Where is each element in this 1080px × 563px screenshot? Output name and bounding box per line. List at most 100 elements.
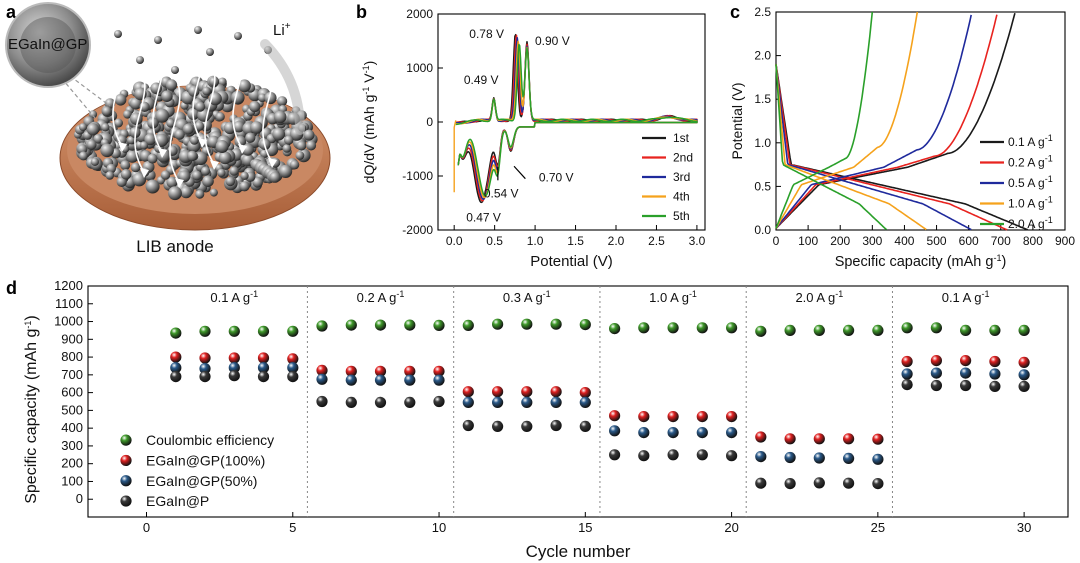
point-Coulombic efficiency-cycle-8 xyxy=(374,319,387,331)
point-EGaIn@GP(100%)-cycle-1 xyxy=(170,351,182,363)
gcd-charge-2.0 A g xyxy=(775,11,874,229)
point-Coulombic efficiency-cycle-4 xyxy=(257,325,270,337)
point-Coulombic efficiency-cycle-26 xyxy=(901,322,913,334)
legend-label-3rd: 3rd xyxy=(673,170,690,184)
li-ion-arrowhead xyxy=(268,158,277,168)
point-EGaIn@GP(50%)-cycle-1 xyxy=(170,362,182,374)
gcd-chart: 0 100 200 300 400 500 600 700 800 900 0.0 0.5 1.0 1.5… xyxy=(729,5,1075,270)
anode-particle xyxy=(127,136,136,145)
panel-letter-a: a xyxy=(6,2,17,22)
point-Coulombic efficiency-cycle-12 xyxy=(492,318,504,330)
legend-label-5th: 5th xyxy=(673,209,690,223)
y-tick-label: -1000 xyxy=(402,169,433,183)
li-ion-path xyxy=(134,65,146,173)
point-EGaIn@GP(50%)-cycle-3 xyxy=(228,362,240,374)
point-EGaIn@GP(50%)-cycle-25 xyxy=(872,453,884,465)
point-EGaIn@GP(50%)-cycle-16 xyxy=(609,425,621,437)
point-Coulombic efficiency-cycle-21 xyxy=(755,325,767,337)
y-tick-label: 1000 xyxy=(406,61,433,75)
point-EGaIn@P-cycle-27 xyxy=(930,379,943,392)
point-EGaIn@P-cycle-1 xyxy=(170,371,182,383)
anode-particle xyxy=(90,157,99,166)
rate-label-3: 1.0 A g-1 xyxy=(649,289,697,305)
anode-particle xyxy=(79,123,87,132)
x-tick-label: 25 xyxy=(871,520,885,535)
point-EGaIn@GP(100%)-cycle-30 xyxy=(1018,356,1030,368)
rate-label-5: 0.1 A g-1 xyxy=(942,289,990,305)
point-EGaIn@P-cycle-23 xyxy=(813,477,825,489)
legend-label-2: EGaIn@GP(50%) xyxy=(146,473,257,489)
li-ion-path xyxy=(192,35,204,143)
anode-particle xyxy=(161,90,173,102)
point-Coulombic efficiency-cycle-24 xyxy=(843,324,855,336)
anode-particle xyxy=(155,108,170,123)
legend-marker-2 xyxy=(120,475,132,487)
plot-frame xyxy=(775,11,1066,231)
point-EGaIn@P-cycle-21 xyxy=(755,477,767,489)
panel-letter-d: d xyxy=(6,278,17,298)
x-axis-label: Potential (V) xyxy=(530,253,613,270)
annotation-0.90V: 0.90 V xyxy=(535,34,570,48)
point-EGaIn@GP(50%)-cycle-7 xyxy=(345,374,357,386)
anode-particle xyxy=(245,132,256,143)
li-ion-path xyxy=(204,57,216,165)
panel-letter-c: c xyxy=(730,2,741,22)
y-tick-label: 500 xyxy=(61,402,83,417)
point-EGaIn@GP(50%)-cycle-12 xyxy=(492,396,504,408)
x-tick-label: 700 xyxy=(991,234,1011,248)
point-EGaIn@GP(100%)-cycle-22 xyxy=(784,433,796,445)
point-EGaIn@GP(100%)-cycle-6 xyxy=(316,364,328,376)
point-EGaIn@GP(100%)-cycle-28 xyxy=(960,355,972,367)
dqdv-initial-spike xyxy=(453,120,457,193)
li-ion-path xyxy=(112,39,124,147)
anode-particle xyxy=(139,141,149,150)
point-Coulombic efficiency-cycle-17 xyxy=(638,322,650,334)
point-EGaIn@P-cycle-20 xyxy=(726,450,738,462)
legend-label-0: 0.1 A g-1 xyxy=(1008,133,1053,149)
anode-particle xyxy=(202,86,211,96)
y-axis-label: dQ/dV (mAh g-1 V-1) xyxy=(361,61,377,184)
point-Coulombic efficiency-cycle-13 xyxy=(521,318,533,330)
point-EGaIn@GP(100%)-cycle-23 xyxy=(813,433,825,445)
point-Coulombic efficiency-cycle-9 xyxy=(404,319,416,331)
point-EGaIn@P-cycle-4 xyxy=(257,371,270,383)
x-tick-label: 2.5 xyxy=(648,234,665,248)
li-ion-arrowhead xyxy=(210,160,219,170)
point-Coulombic efficiency-cycle-14 xyxy=(550,318,562,330)
point-EGaIn@P-cycle-25 xyxy=(872,478,884,490)
panel-letter-b: b xyxy=(356,2,367,22)
li-ion-arrows xyxy=(112,26,305,188)
anode-particle xyxy=(306,140,317,151)
gcd-charge-0.1 A g xyxy=(775,12,1016,229)
anode-particle xyxy=(229,166,239,176)
li-ion xyxy=(136,56,144,64)
plot-frame xyxy=(87,285,1069,518)
point-EGaIn@P-cycle-24 xyxy=(843,477,855,489)
y-tick-label: 0.5 xyxy=(754,179,771,193)
point-EGaIn@GP(50%)-cycle-8 xyxy=(374,374,387,386)
point-EGaIn@P-cycle-3 xyxy=(228,370,240,382)
point-EGaIn@GP(100%)-cycle-24 xyxy=(843,433,855,445)
point-EGaIn@GP(100%)-cycle-8 xyxy=(374,365,387,377)
point-Coulombic efficiency-cycle-2 xyxy=(199,325,211,337)
li-ion-path xyxy=(262,55,274,163)
x-tick-label: 20 xyxy=(724,520,738,535)
y-tick-label: 800 xyxy=(61,349,83,364)
point-EGaIn@P-cycle-28 xyxy=(960,379,972,392)
point-EGaIn@GP(50%)-cycle-10 xyxy=(433,374,445,386)
point-Coulombic efficiency-cycle-7 xyxy=(345,319,357,331)
point-EGaIn@GP(50%)-cycle-24 xyxy=(843,452,855,464)
y-tick-label: 2000 xyxy=(406,7,433,21)
anode-particle xyxy=(279,164,293,178)
anode-particle xyxy=(225,176,236,187)
anode-particle xyxy=(183,123,194,135)
rate-label-2: 0.3 A g-1 xyxy=(503,289,551,305)
anode-particle xyxy=(215,140,229,153)
li-ion-arrowhead xyxy=(238,144,247,154)
anode-particle xyxy=(104,98,116,109)
point-EGaIn@P-cycle-29 xyxy=(989,380,1001,392)
point-EGaIn@GP(50%)-cycle-26 xyxy=(901,368,913,380)
anode-particle xyxy=(160,170,171,180)
point-Coulombic efficiency-cycle-19 xyxy=(696,322,708,334)
li-ion-path xyxy=(152,45,164,153)
